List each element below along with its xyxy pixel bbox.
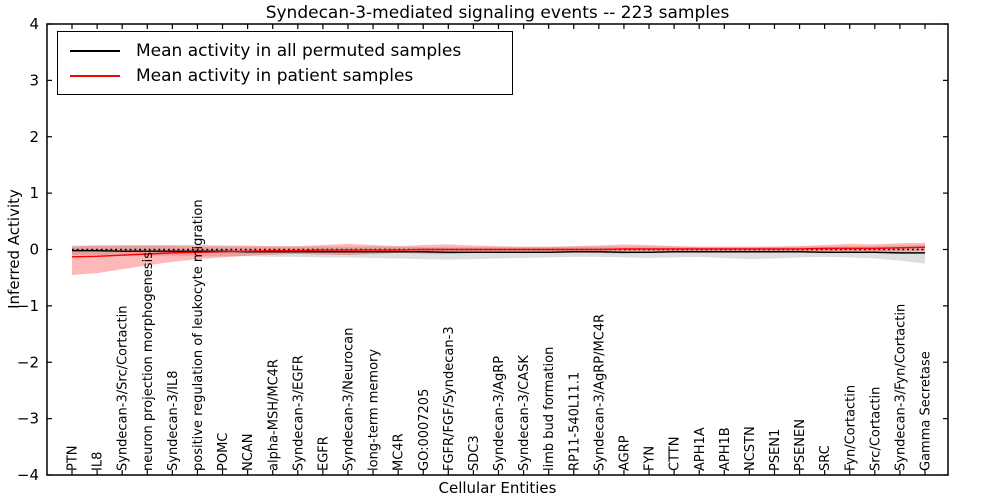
x-tick-label: long-term memory <box>367 349 382 471</box>
x-tick-labels: PTN IL8 Syndecan-3/Src/Cortactin neuron pro… <box>66 199 934 471</box>
x-tick-label: SDC3 <box>467 435 482 471</box>
legend-entry-patient: Mean activity in patient samples <box>70 63 500 88</box>
x-tick-label: Syndecan-3/Src/Cortactin <box>116 305 131 471</box>
x-tick-label: EGFR <box>316 436 331 471</box>
legend: Mean activity in all permuted samples Me… <box>57 31 513 95</box>
x-tick-label: SRC <box>818 445 833 471</box>
y-tick-label: 0 <box>29 241 39 259</box>
x-tick-label: neuron projection morphogenesis <box>141 252 156 471</box>
x-tick-label: MC4R <box>392 433 407 471</box>
x-tick-label: GO:0007205 <box>417 389 432 471</box>
y-tick-labels: −4 −3 −2 −1 0 1 2 3 4 <box>17 15 39 484</box>
x-tick-label: Gamma Secretase <box>919 351 934 471</box>
x-tick-label: POMC <box>216 433 231 471</box>
x-tick-label: NCSTN <box>743 426 758 471</box>
permuted-mean-line <box>72 249 925 254</box>
legend-label: Mean activity in all permuted samples <box>136 40 462 61</box>
y-tick-label: 4 <box>29 15 39 33</box>
x-axis-title: Cellular Entities <box>438 479 557 497</box>
x-tick-label: PTN <box>66 445 81 471</box>
y-tick-label: 3 <box>29 71 39 89</box>
x-tick-label: IL8 <box>91 452 106 471</box>
y-tick-label: −3 <box>17 410 39 428</box>
y-axis-title: Inferred Activity <box>5 189 23 309</box>
x-tick-label: Fyn/Cortactin <box>843 385 858 471</box>
x-tick-label: Syndecan-3/EGFR <box>291 355 306 471</box>
y-tick-label: −4 <box>17 466 39 484</box>
x-tick-label: Syndecan-3/IL8 <box>166 371 181 471</box>
x-tick-label: Syndecan-3/Neurocan <box>342 328 357 471</box>
x-tick-label: PSEN1 <box>768 429 783 471</box>
legend-line-sample-black <box>70 49 120 52</box>
y-tick-label: −1 <box>17 297 39 315</box>
x-tick-label: APH1B <box>718 427 733 471</box>
legend-label: Mean activity in patient samples <box>136 65 414 86</box>
x-tick-label: CTTN <box>668 437 683 471</box>
x-ticks <box>71 24 926 475</box>
x-tick-label: FGFR/FGF/Syndecan-3 <box>442 326 457 471</box>
x-tick-label: limb bud formation <box>542 347 557 471</box>
x-tick-label: FYN <box>643 446 658 471</box>
chart-title: Syndecan-3-mediated signaling events -- … <box>265 3 730 23</box>
x-tick-label: positive regulation of leukocyte migrati… <box>191 199 206 471</box>
y-ticks <box>47 23 948 476</box>
x-tick-label: alpha-MSH/MC4R <box>266 359 281 471</box>
x-tick-label: Syndecan-3/AgRP/MC4R <box>592 314 607 471</box>
legend-entry-permuted: Mean activity in all permuted samples <box>70 38 500 63</box>
x-tick-label: AGRP <box>617 435 632 471</box>
x-tick-label: PSENEN <box>793 419 808 471</box>
y-tick-label: 2 <box>29 128 39 146</box>
x-tick-label: NCAN <box>241 434 256 471</box>
legend-line-sample-red <box>70 74 120 77</box>
y-tick-label: 1 <box>29 184 39 202</box>
x-tick-label: RP11-540L11.1 <box>567 372 582 471</box>
y-tick-label: −2 <box>17 353 39 371</box>
x-tick-label: Syndecan-3/Fyn/Cortactin <box>893 304 908 471</box>
x-tick-label: APH1A <box>693 427 708 471</box>
x-tick-label: Src/Cortactin <box>868 387 883 471</box>
x-tick-label: Syndecan-3/CASK <box>517 355 532 471</box>
x-tick-label: Syndecan-3/AgRP <box>492 356 507 471</box>
patient-mean-line <box>71 246 926 258</box>
